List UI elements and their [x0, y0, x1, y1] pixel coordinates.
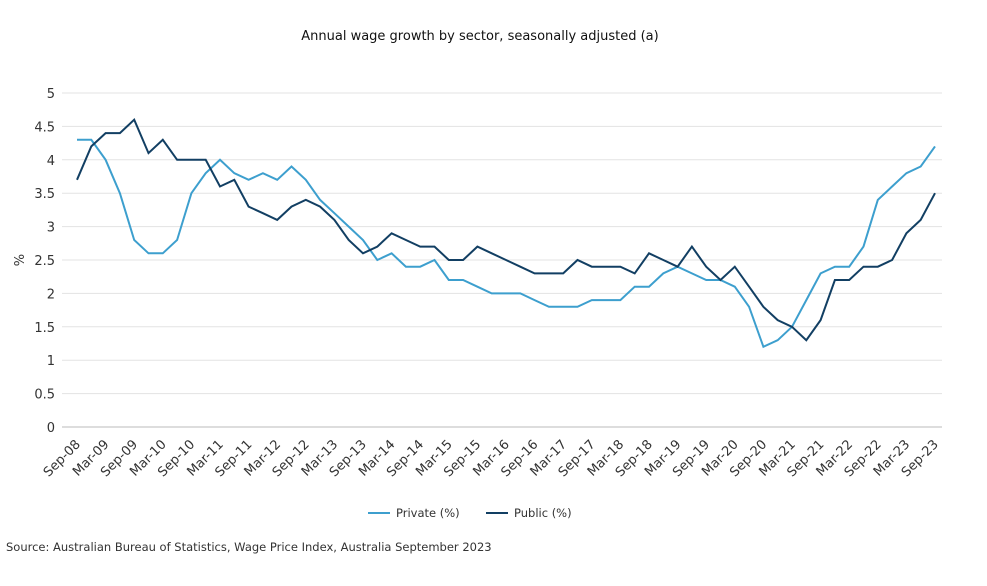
- source-note: Source: Australian Bureau of Statistics,…: [6, 540, 492, 554]
- y-tick-label: 0.5: [34, 388, 55, 403]
- y-tick-label: 5: [47, 87, 55, 102]
- y-tick-label: 0: [47, 421, 55, 436]
- y-tick-label: 4.5: [34, 120, 55, 135]
- legend-label: Public (%): [514, 506, 572, 520]
- chart-title: Annual wage growth by sector, seasonally…: [301, 29, 658, 44]
- y-tick-label: 1: [47, 354, 55, 369]
- y-tick-label: 1.5: [34, 321, 55, 336]
- y-tick-label: 3: [47, 221, 55, 236]
- y-tick-label: 2.5: [34, 254, 55, 269]
- y-tick-label: 4: [47, 154, 55, 169]
- y-axis-label: %: [13, 254, 28, 266]
- y-tick-label: 3.5: [34, 187, 55, 202]
- y-tick-label: 2: [47, 287, 55, 302]
- line-series: [76, 117, 936, 342]
- line-series: [77, 138, 936, 349]
- legend-label: Private (%): [396, 506, 460, 520]
